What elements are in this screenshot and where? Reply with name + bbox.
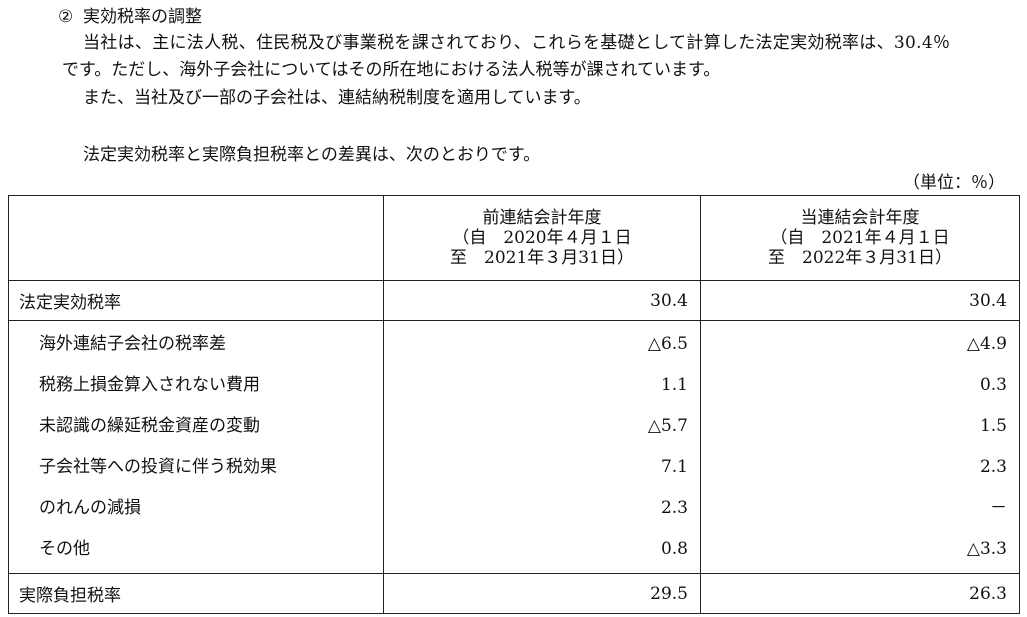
statutory-rate-row: 法定実効税率 30.4 30.4 — [8, 280, 1020, 321]
item-label: その他 — [39, 539, 90, 559]
item-label: 子会社等への投資に伴う税効果 — [39, 457, 277, 477]
item-prev: △5.7 — [647, 416, 688, 436]
section-title: 実効税率の調整 — [83, 7, 202, 27]
prev-year-title: 前連結会計年度 — [482, 208, 602, 228]
header-blank — [8, 195, 384, 281]
curr-year-to: 至 2022年３月31日） — [768, 248, 952, 268]
effective-prev: 29.5 — [383, 573, 701, 614]
paragraph-1: 当社は、主に法人税、住民税及び事業税を課されており、これらを基礎として計算した法… — [83, 33, 951, 53]
paragraph-1-cont: です。ただし、海外子会社についてはその所在地における法人税等が課されています。 — [62, 60, 721, 80]
item-prev: 1.1 — [660, 375, 688, 395]
item-curr: 0.3 — [979, 375, 1007, 395]
item-label: のれんの減損 — [39, 498, 141, 518]
item-curr: △4.9 — [966, 334, 1007, 354]
header-curr-year: 当連結会計年度 （自 2021年４月１日 至 2022年３月31日） — [700, 195, 1020, 281]
prev-year-to: 至 2021年３月31日） — [450, 248, 634, 268]
effective-rate-row: 実際負担税率 29.5 26.3 — [8, 573, 1020, 614]
adjustment-labels: 海外連結子会社の税率差税務上損金算入されない費用 未認識の繰延税金資産の変動 子会社… — [8, 320, 384, 574]
item-curr: － — [990, 498, 1007, 518]
paragraph-3: 法定実効税率と実際負担税率との差異は、次のとおりです。 — [83, 145, 541, 165]
item-prev: 7.1 — [660, 457, 688, 477]
item-label: 税務上損金算入されない費用 — [39, 375, 260, 395]
adjustment-prev-values: △6.5 1.1 △5.7 7.1 2.3 0.8 — [383, 320, 701, 574]
header-row: 前連結会計年度 （自 2020年４月１日 至 2021年３月31日） 当連結会計… — [8, 195, 1020, 281]
statutory-curr: 30.4 — [700, 280, 1020, 321]
curr-year-from: （自 2021年４月１日 — [770, 228, 950, 248]
section-number: ② — [58, 7, 74, 27]
item-prev: △6.5 — [647, 334, 688, 354]
adjustment-rows: 海外連結子会社の税率差税務上損金算入されない費用 未認識の繰延税金資産の変動 子会社… — [8, 320, 1020, 574]
tax-rate-reconciliation-table: 前連結会計年度 （自 2020年４月１日 至 2021年３月31日） 当連結会計… — [8, 195, 1020, 614]
statutory-label: 法定実効税率 — [8, 280, 384, 321]
item-label: 海外連結子会社の税率差 — [39, 334, 226, 354]
adjustment-curr-values: △4.9 0.3 1.5 2.3 － △3.3 — [700, 320, 1020, 574]
effective-label: 実際負担税率 — [8, 573, 384, 614]
unit-label: （単位：％） — [903, 173, 1005, 193]
curr-year-title: 当連結会計年度 — [800, 208, 920, 228]
item-label: 未認識の繰延税金資産の変動 — [39, 416, 260, 436]
header-prev-year: 前連結会計年度 （自 2020年４月１日 至 2021年３月31日） — [383, 195, 701, 281]
prev-year-from: （自 2020年４月１日 — [452, 228, 632, 248]
item-curr: △3.3 — [966, 539, 1007, 559]
statutory-prev: 30.4 — [383, 280, 701, 321]
paragraph-2: また、当社及び一部の子会社は、連結納税制度を適用しています。 — [83, 88, 591, 108]
effective-curr: 26.3 — [700, 573, 1020, 614]
item-prev: 2.3 — [660, 498, 688, 518]
item-curr: 2.3 — [979, 457, 1007, 477]
item-prev: 0.8 — [660, 539, 688, 559]
item-curr: 1.5 — [979, 416, 1007, 436]
